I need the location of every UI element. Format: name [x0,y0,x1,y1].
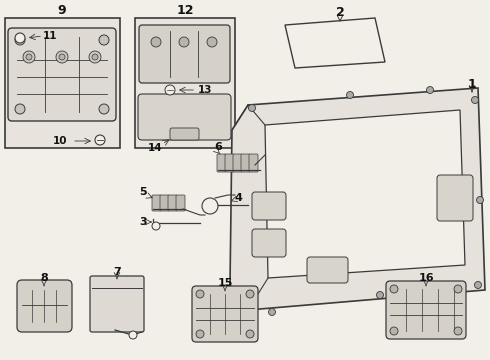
Circle shape [471,96,479,104]
FancyBboxPatch shape [437,175,473,221]
FancyBboxPatch shape [160,195,169,211]
FancyBboxPatch shape [252,192,286,220]
Text: 4: 4 [234,193,242,203]
Circle shape [426,86,434,94]
FancyBboxPatch shape [168,195,177,211]
Circle shape [246,290,254,298]
FancyBboxPatch shape [241,154,250,172]
Circle shape [165,85,175,95]
Text: 8: 8 [40,273,48,283]
FancyBboxPatch shape [307,257,348,283]
Text: 15: 15 [217,278,233,288]
Circle shape [15,33,25,43]
Circle shape [95,135,105,145]
Text: 14: 14 [147,143,162,153]
Circle shape [151,37,161,47]
FancyBboxPatch shape [386,281,466,339]
Circle shape [376,292,384,298]
Text: 13: 13 [198,85,212,95]
Circle shape [56,51,68,63]
Text: 12: 12 [176,4,194,17]
Text: 5: 5 [139,187,147,197]
Circle shape [390,327,398,335]
FancyBboxPatch shape [138,94,231,140]
Text: 9: 9 [58,4,66,17]
Bar [5,18,120,148]
Text: 2: 2 [336,5,344,18]
Circle shape [346,91,353,99]
Circle shape [152,222,160,230]
Text: 3: 3 [139,217,147,227]
Circle shape [454,327,462,335]
Circle shape [248,104,255,112]
FancyBboxPatch shape [217,154,226,172]
FancyBboxPatch shape [170,128,199,140]
Circle shape [207,37,217,47]
Circle shape [99,35,109,45]
Circle shape [15,35,25,45]
Text: 7: 7 [113,267,121,277]
FancyBboxPatch shape [233,154,242,172]
FancyBboxPatch shape [176,195,185,211]
FancyBboxPatch shape [8,28,116,121]
Circle shape [196,290,204,298]
Circle shape [129,331,137,339]
FancyBboxPatch shape [192,286,258,342]
Circle shape [246,330,254,338]
FancyBboxPatch shape [90,276,144,332]
Circle shape [26,54,32,60]
Circle shape [15,104,25,114]
Circle shape [99,104,109,114]
Text: 11: 11 [43,31,57,41]
Circle shape [390,285,398,293]
Polygon shape [265,110,465,278]
Text: 16: 16 [418,273,434,283]
Polygon shape [230,88,485,310]
Text: 10: 10 [53,136,67,146]
FancyBboxPatch shape [249,154,258,172]
Circle shape [92,54,98,60]
Circle shape [23,51,35,63]
Circle shape [59,54,65,60]
Text: 1: 1 [467,77,476,90]
FancyBboxPatch shape [17,280,72,332]
Circle shape [196,330,204,338]
Circle shape [474,282,482,288]
Circle shape [89,51,101,63]
FancyBboxPatch shape [225,154,234,172]
Circle shape [454,285,462,293]
FancyBboxPatch shape [152,195,161,211]
FancyBboxPatch shape [139,25,230,83]
Circle shape [269,309,275,315]
Circle shape [476,197,484,203]
Circle shape [179,37,189,47]
Bar [135,18,235,148]
Text: 6: 6 [214,142,222,152]
FancyBboxPatch shape [252,229,286,257]
